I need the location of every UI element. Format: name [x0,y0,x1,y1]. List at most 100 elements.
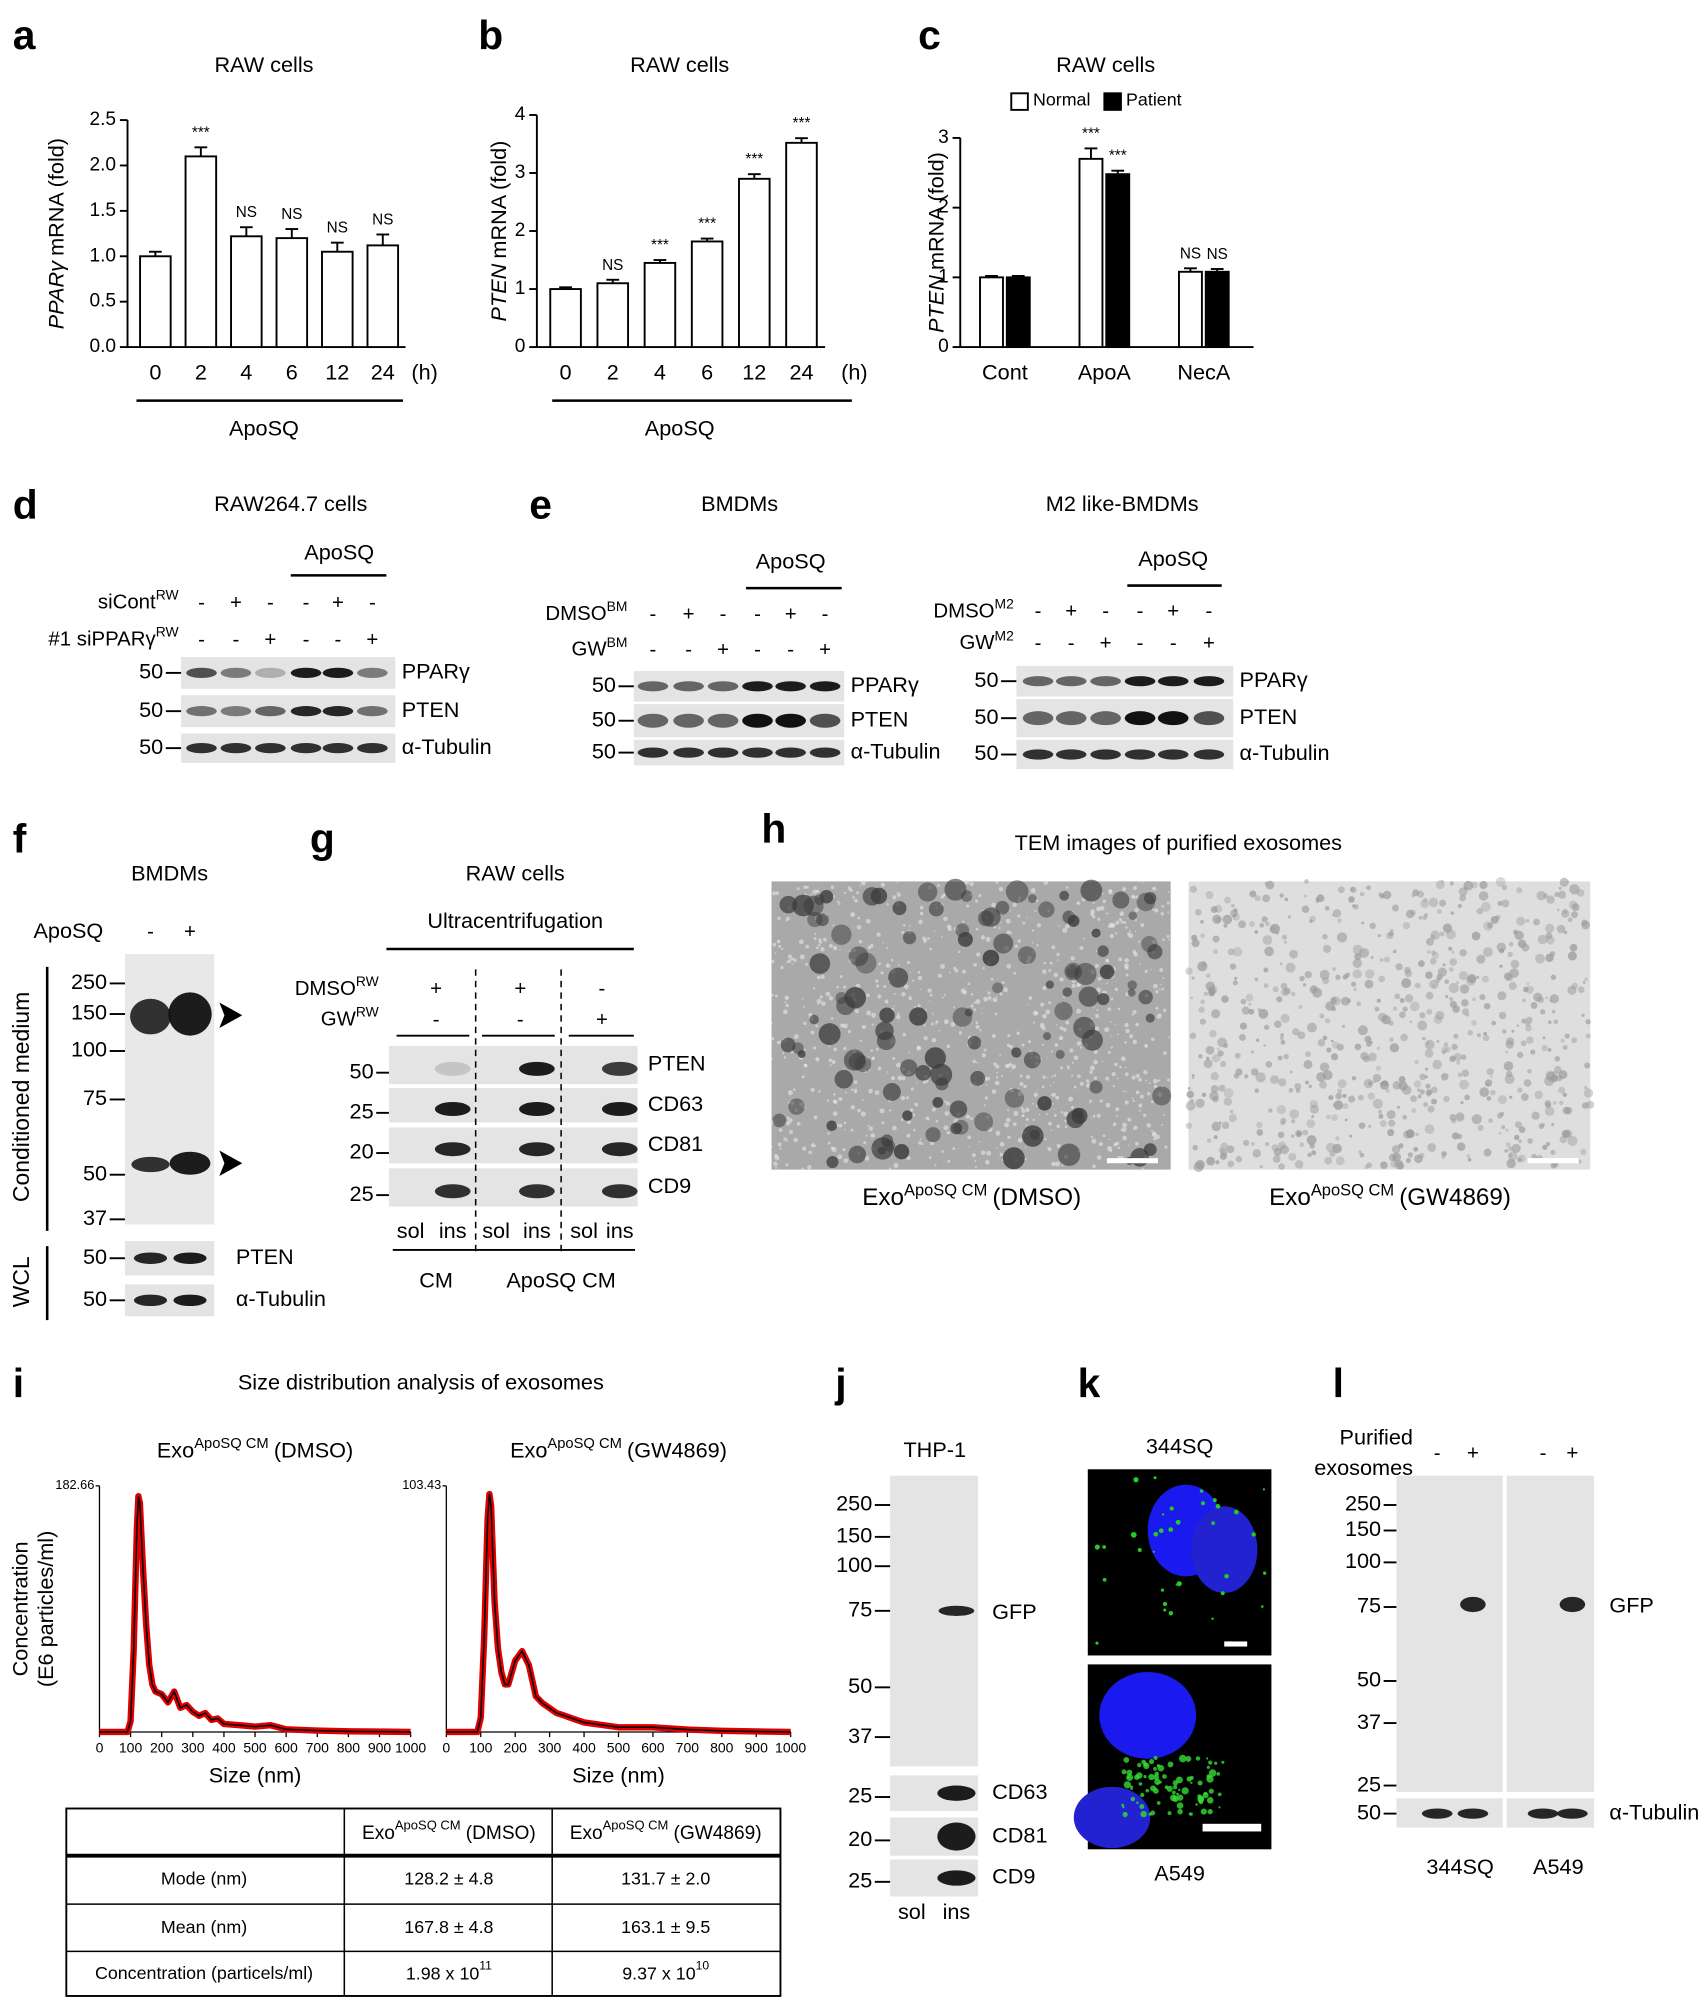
texture [879,1108,885,1114]
texture [1418,960,1425,967]
texture [1076,902,1079,905]
texture [1451,950,1455,954]
x-tick-label: 0 [442,1739,450,1755]
texture [1354,953,1362,961]
texture [1229,1109,1234,1114]
texture [1328,1095,1334,1101]
vesicle-signal [1123,1781,1132,1789]
sign: + [184,921,196,943]
texture [1055,1024,1058,1026]
vesicle [809,1014,819,1025]
texture [1490,1075,1493,1078]
texture [772,942,777,947]
bar [549,288,582,349]
vesicle [807,911,823,928]
blot-band [742,681,773,692]
texture [1144,969,1148,974]
x-tick-label: 12 [325,360,349,385]
texture [1332,1143,1342,1154]
blot-band [220,743,252,754]
blot-band [290,743,322,754]
texture [1402,1006,1408,1012]
texture [1407,1152,1414,1158]
vesicle-signal [1251,1532,1256,1537]
blot-band [809,747,841,758]
texture [1535,953,1545,964]
texture [1571,903,1580,912]
vesicle-signal [1122,1806,1125,1809]
texture [783,1137,787,1141]
texture [1211,1009,1221,1019]
texture [801,1167,804,1170]
label: ApoSQ [1138,546,1208,571]
label: GFP [1609,1593,1654,1618]
texture [1449,996,1454,1002]
texture [1584,1062,1591,1069]
texture [1460,1101,1464,1105]
label: 25 [350,1181,374,1206]
vesicle-signal [1153,1766,1157,1771]
texture [1167,1078,1171,1082]
texture [1425,971,1433,979]
bar [184,155,218,349]
texture [1060,1066,1063,1070]
texture [1009,909,1011,912]
texture [867,1125,870,1128]
texture [1134,907,1139,913]
significance: *** [651,237,669,254]
texture [817,1061,819,1063]
x-tick-label: 900 [368,1739,392,1755]
texture [1350,981,1357,987]
texture [1277,1131,1285,1139]
sign: - [1102,601,1109,623]
texture [1065,1020,1070,1025]
texture [1399,998,1405,1003]
texture [857,916,861,920]
texture [1132,885,1138,891]
label: 50 [592,672,616,697]
label: A549 [1154,1861,1205,1886]
vesicle-signal [1139,1803,1145,1809]
vesicle-signal [1121,1769,1127,1775]
texture [1322,1070,1333,1081]
texture [1388,930,1394,937]
texture [854,898,858,903]
vesicle-signal [1199,1489,1204,1493]
texture [1110,1046,1114,1049]
blot-band [601,1061,638,1076]
texture [847,886,852,890]
texture [1056,1143,1061,1148]
texture [1369,1040,1373,1044]
texture [1194,909,1202,916]
texture [1220,1149,1228,1157]
label: Ultracentrifugation [427,908,603,933]
texture [770,993,774,997]
vesicle [964,1008,973,1017]
blot-band [1157,749,1189,760]
vesicle-signal [1153,1531,1159,1537]
label: ApoSQ CM [506,1268,616,1293]
blot-band [1193,676,1225,687]
texture [1449,881,1454,886]
label-base: GW [959,633,995,655]
x-tick-label: Cont [982,360,1028,385]
texture [1240,998,1247,1005]
texture [986,1115,990,1119]
texture [1337,886,1345,894]
texture [1571,1037,1578,1044]
texture [1418,916,1423,920]
group-label: ApoSQ [645,416,715,441]
texture [876,984,880,988]
texture [1537,934,1548,945]
texture [1106,982,1108,985]
texture [1004,1063,1009,1069]
vesicle-signal [1158,1528,1164,1534]
texture [1152,908,1155,911]
texture [1516,916,1526,926]
texture [1525,1024,1532,1032]
texture [1433,1015,1443,1025]
vesicle [792,1042,804,1054]
blot-band [434,1061,471,1076]
bar [690,240,724,349]
texture [845,1091,847,1094]
